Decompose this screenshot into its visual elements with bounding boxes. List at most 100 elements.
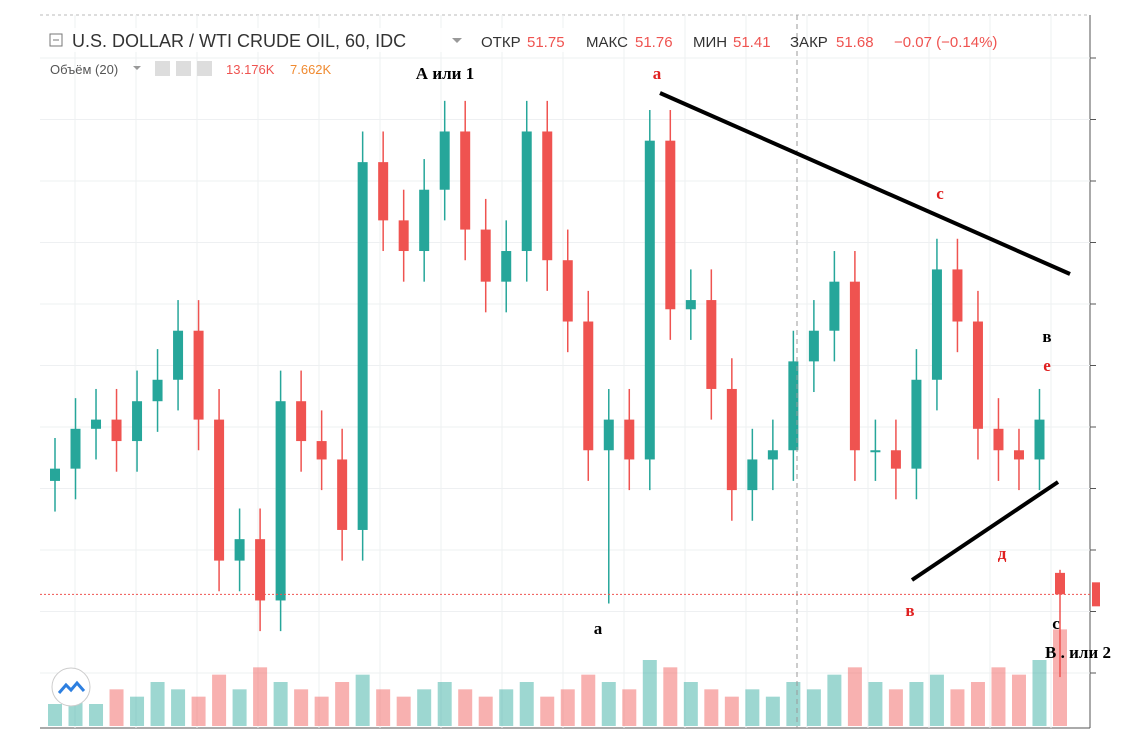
volume-bar	[150, 682, 165, 726]
volume-bar	[417, 689, 432, 726]
trend-line	[910, 480, 1060, 582]
volume-bar	[581, 674, 596, 726]
volume-bar	[601, 682, 616, 726]
dropdown[interactable]	[133, 66, 141, 70]
volume-bar	[355, 674, 370, 726]
candle-body	[460, 131, 471, 230]
volume-bar	[171, 689, 186, 726]
candle-body	[234, 539, 245, 561]
wave-label: д	[998, 544, 1007, 563]
candle-body	[624, 419, 635, 460]
low-value: 51.41	[733, 34, 771, 51]
volume-bar	[519, 682, 534, 726]
candle-body	[665, 140, 676, 310]
volume-bar	[458, 689, 473, 726]
wave-label: В . или 2	[1045, 643, 1111, 662]
volume-bar	[663, 667, 678, 726]
trend-line	[659, 91, 1071, 276]
volume-bar	[888, 689, 903, 726]
candle-body	[316, 441, 327, 460]
candle-body	[70, 428, 81, 469]
volume-ma-value: 7.662K	[290, 62, 332, 77]
open-label: ОТКР	[481, 34, 521, 51]
logo-button[interactable]	[51, 667, 91, 707]
wave-label: А или 1	[416, 64, 474, 83]
volume-bar	[1011, 674, 1026, 726]
high-label: МАКС	[586, 34, 628, 51]
candle-body	[849, 281, 860, 451]
candle-body	[275, 401, 286, 601]
volume-bar	[745, 689, 760, 726]
wave-label: е	[1043, 356, 1051, 375]
candle-body	[152, 379, 163, 402]
volume-bar	[89, 704, 104, 726]
candle-body	[378, 162, 389, 221]
candle-body	[583, 321, 594, 451]
volume-bar	[642, 660, 657, 726]
volume-bar	[335, 682, 350, 726]
volume-bar	[929, 674, 944, 726]
volume-bar	[130, 696, 145, 726]
candle-body	[480, 229, 491, 282]
candles	[50, 100, 1065, 678]
candle-body	[255, 539, 266, 601]
candle-body	[398, 220, 409, 252]
wave-label: с	[936, 184, 944, 203]
change-value: −0.07 (−0.14%)	[894, 34, 997, 51]
volume-bar	[786, 682, 801, 726]
volume-bar	[232, 689, 247, 726]
candle-body	[91, 419, 102, 429]
candle-body	[788, 361, 799, 451]
volume-bar	[765, 696, 780, 726]
volume-bar	[724, 696, 739, 726]
candle-body	[337, 459, 348, 530]
candle-body	[931, 269, 942, 380]
candle-body	[193, 330, 204, 420]
close-label: ЗАКР	[790, 34, 828, 51]
candle-body	[542, 131, 553, 261]
dropdown[interactable]	[452, 38, 462, 43]
collapse-icon[interactable]	[49, 33, 63, 47]
candle-body	[562, 260, 573, 322]
volume-bar	[478, 696, 493, 726]
volume-bar	[704, 689, 719, 726]
candle-body	[911, 379, 922, 469]
volume-bar	[499, 689, 514, 726]
candle-body	[111, 419, 122, 442]
candle-body	[173, 330, 184, 380]
candle-body	[706, 300, 717, 389]
candle-body	[767, 450, 778, 460]
wave-label: в	[1042, 327, 1051, 346]
candle-body	[829, 281, 840, 331]
volume	[48, 629, 1067, 726]
candle-body	[132, 401, 143, 442]
volume-bar	[376, 689, 391, 726]
volume-value: 13.176K	[226, 62, 275, 77]
volume-bar	[622, 689, 637, 726]
candle-body	[357, 162, 368, 530]
eye-icon[interactable]	[155, 61, 170, 76]
open-value: 51.75	[527, 34, 565, 51]
candle-body	[972, 321, 983, 429]
volume-bar	[909, 682, 924, 726]
close-icon[interactable]	[197, 61, 212, 76]
volume-bar	[540, 696, 555, 726]
symbol-title[interactable]: U.S. DOLLAR / WTI CRUDE OIL, 60, IDC	[72, 31, 406, 51]
low-label: МИН	[693, 34, 727, 51]
volume-bar	[253, 667, 268, 726]
volume-bar	[560, 689, 575, 726]
volume-label: Объём (20)	[50, 62, 118, 77]
volume-bar	[806, 689, 821, 726]
settings-icon[interactable]	[176, 61, 191, 76]
candle-body	[890, 450, 901, 469]
candle-body	[808, 330, 819, 362]
candle-body	[419, 189, 430, 252]
volume-bar	[868, 682, 883, 726]
candle-body	[747, 459, 758, 491]
volume-bar	[970, 682, 985, 726]
candle-body	[501, 251, 512, 282]
volume-bar	[437, 682, 452, 726]
